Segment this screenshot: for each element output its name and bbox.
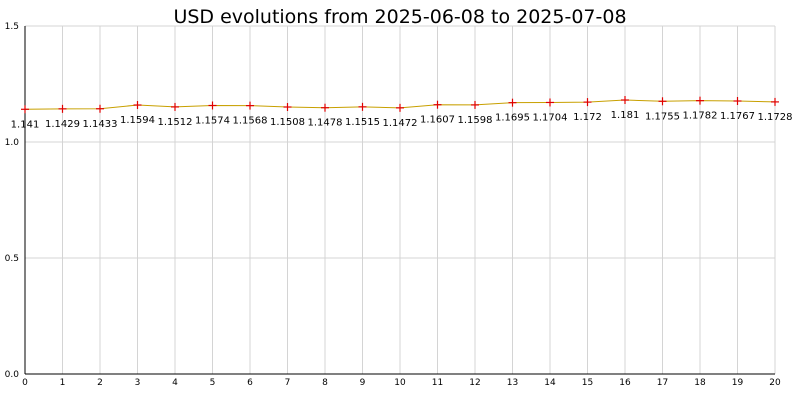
data-point bbox=[621, 96, 629, 105]
data-point bbox=[21, 105, 29, 114]
data-label: 1.1598 bbox=[458, 115, 493, 126]
data-label: 1.1782 bbox=[683, 111, 718, 122]
data-label: 1.1429 bbox=[45, 119, 80, 130]
x-tick-label: 16 bbox=[619, 378, 631, 388]
series-layer bbox=[21, 96, 779, 114]
data-point bbox=[733, 97, 742, 106]
data-point bbox=[696, 96, 704, 105]
x-tick-label: 11 bbox=[432, 378, 443, 388]
data-label: 1.1433 bbox=[83, 119, 118, 130]
x-tick-label: 17 bbox=[657, 378, 668, 388]
data-point bbox=[433, 100, 442, 109]
data-label: 1.1695 bbox=[495, 113, 530, 124]
x-tick-label: 1 bbox=[60, 378, 66, 388]
x-tick-label: 13 bbox=[507, 378, 518, 388]
data-point bbox=[358, 102, 367, 111]
data-label: 1.1607 bbox=[420, 115, 455, 126]
x-tick-label: 2 bbox=[97, 378, 103, 388]
x-tick-label: 0 bbox=[22, 378, 28, 388]
data-label: 1.1515 bbox=[345, 117, 380, 128]
x-tick-label: 5 bbox=[210, 378, 216, 388]
x-tick-label: 6 bbox=[247, 378, 253, 388]
data-point bbox=[508, 98, 517, 107]
data-label: 1.1594 bbox=[120, 115, 155, 126]
y-tick-label: 1.0 bbox=[5, 138, 20, 148]
x-tick-label: 8 bbox=[322, 378, 328, 388]
y-tick-label: 0.0 bbox=[5, 370, 20, 380]
data-point bbox=[208, 101, 217, 110]
data-label: 1.1478 bbox=[308, 118, 343, 129]
data-label: 1.1508 bbox=[270, 117, 305, 128]
data-label: 1.172 bbox=[573, 112, 602, 123]
x-tick-label: 18 bbox=[694, 378, 706, 388]
data-label: 1.141 bbox=[11, 119, 40, 130]
data-point bbox=[96, 104, 104, 113]
data-point bbox=[58, 104, 67, 113]
x-tick-label: 3 bbox=[135, 378, 141, 388]
data-label: 1.1512 bbox=[158, 117, 193, 128]
axis-layer bbox=[24, 26, 775, 375]
data-point bbox=[771, 97, 779, 106]
x-tick-label: 14 bbox=[544, 378, 556, 388]
data-point bbox=[396, 103, 404, 112]
data-point bbox=[546, 98, 554, 107]
label-layer: 0 1 2 3 4 5 6 7 8 9 10 11 12 13 14 15 16 17 18 19 200.00.51.… bbox=[5, 22, 793, 388]
data-point bbox=[583, 98, 592, 107]
x-tick-label: 19 bbox=[732, 378, 744, 388]
data-label: 1.1704 bbox=[533, 112, 568, 123]
data-label: 1.1755 bbox=[645, 111, 680, 122]
data-point bbox=[133, 101, 142, 110]
data-point bbox=[246, 101, 254, 110]
data-label: 1.1574 bbox=[195, 115, 230, 126]
x-tick-label: 9 bbox=[360, 378, 366, 388]
x-tick-label: 20 bbox=[769, 378, 781, 388]
x-tick-label: 12 bbox=[469, 378, 480, 388]
grid-layer bbox=[24, 25, 776, 375]
chart-title: USD evolutions from 2025-06-08 to 2025-0… bbox=[173, 6, 626, 28]
data-point bbox=[171, 102, 179, 111]
x-tick-label: 15 bbox=[582, 378, 593, 388]
data-label: 1.1568 bbox=[233, 116, 268, 127]
y-tick-label: 1.5 bbox=[5, 22, 19, 32]
data-point bbox=[658, 97, 667, 106]
data-label: 1.1728 bbox=[758, 112, 793, 123]
data-point bbox=[321, 103, 329, 112]
data-point bbox=[471, 100, 479, 109]
x-tick-label: 10 bbox=[394, 378, 406, 388]
data-point bbox=[283, 103, 292, 112]
x-tick-label: 4 bbox=[172, 378, 178, 388]
data-label: 1.1767 bbox=[720, 111, 755, 122]
x-tick-label: 7 bbox=[285, 378, 291, 388]
y-tick-label: 0.5 bbox=[5, 254, 19, 264]
data-label: 1.181 bbox=[611, 110, 640, 121]
data-label: 1.1472 bbox=[383, 118, 418, 129]
